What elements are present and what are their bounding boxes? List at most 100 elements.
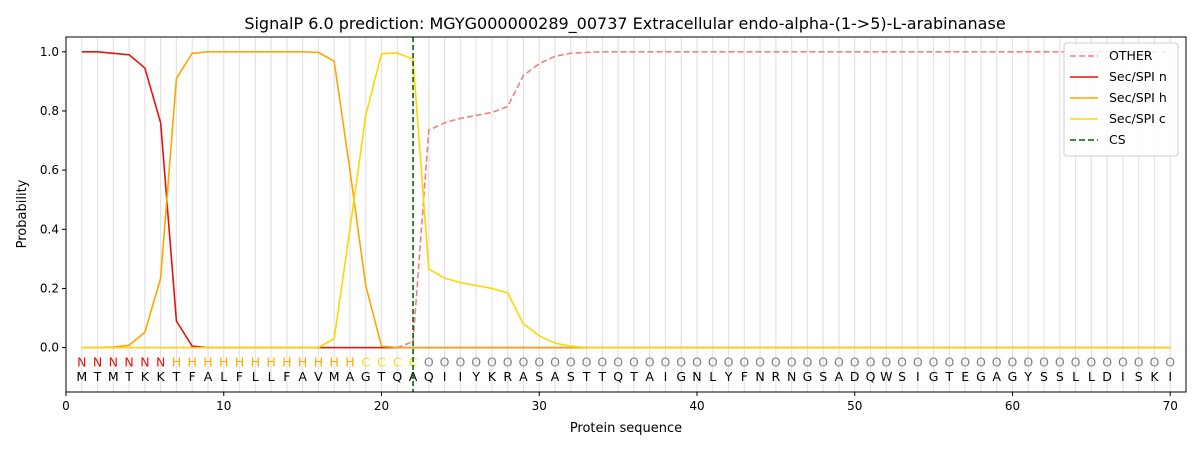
region-label: O [424,354,434,369]
residue-letter: A [551,369,560,384]
region-label: O [818,354,828,369]
residue-letter: A [298,369,307,384]
x-tick-label: 60 [1005,399,1020,413]
region-label: O [455,354,465,369]
x-tick-label: 0 [62,399,70,413]
region-label: H [187,354,196,369]
residue-letter: F [236,369,243,384]
residue-letter: K [157,369,166,384]
residue-letter: L [709,369,716,384]
region-label: H [298,354,307,369]
region-label: C [377,354,386,369]
axes-frame [65,36,1187,393]
series-line-other [81,50,1171,349]
residue-letter: G [976,369,986,384]
residue-letter: Q [613,369,623,384]
series-line-sec-spi-h [81,50,1171,349]
region-label: O [787,354,797,369]
region-label: O [487,354,497,369]
residue-letter: K [141,369,150,384]
residue-letter: I [459,369,463,384]
region-label: H [345,354,354,369]
residue-letter: S [819,369,827,384]
residue-letter: I [1121,369,1125,384]
residue-letter: L [1072,369,1079,384]
residue-letter: V [314,369,323,384]
region-label: O [440,354,450,369]
residue-letter: N [755,369,764,384]
residue-letter: G [1008,369,1018,384]
region-label: O [582,354,592,369]
plot-area: MTMTKKTFALFLLFAVMAGTQAQIIYKRASASTTQTAIGN… [76,37,1175,392]
legend-label: Sec/SPI n [1109,69,1167,84]
y-tick-label: 0.4 [40,222,59,236]
residue-letter: A [204,369,213,384]
residue-letter: F [741,369,748,384]
residue-letter: I [1168,369,1172,384]
residue-letter: L [252,369,259,384]
residue-letter: A [645,369,654,384]
region-label: O [976,354,986,369]
y-tick-label: 0.8 [40,104,59,118]
series-line-sec-spi-c [81,52,1171,349]
region-label: H [282,354,291,369]
region-label: N [140,354,149,369]
residue-letter: G [803,369,813,384]
region-label: H [329,354,338,369]
residue-letter: N [787,369,796,384]
residue-letter: D [1102,369,1112,384]
x-tick-label: 40 [689,399,704,413]
region-label: O [676,354,686,369]
residue-letter: Y [1023,369,1032,384]
y-tick-label: 0.2 [40,281,59,295]
y-tick-label: 0.6 [40,163,59,177]
legend-label: Sec/SPI c [1109,111,1166,126]
region-label: O [897,354,907,369]
residue-letter: G [929,369,939,384]
residue-letter: I [664,369,668,384]
residue-letter: Q [866,369,876,384]
residue-letter: A [992,369,1001,384]
region-label: O [881,354,891,369]
residue-letter: R [772,369,781,384]
residue-letter: G [676,369,686,384]
region-label: H [314,354,323,369]
region-label: O [1118,354,1128,369]
region-label: O [708,354,718,369]
region-label: H [266,354,275,369]
residue-letter: E [961,369,969,384]
x-tick-label: 50 [847,399,862,413]
region-label: O [992,354,1002,369]
series-line-sec-spi-n [81,50,1171,349]
region-label: O [944,354,954,369]
residue-letter: T [124,369,133,384]
region-label: N [77,354,86,369]
region-label: O [1102,354,1112,369]
region-label: N [156,354,165,369]
x-tick-label: 30 [532,399,547,413]
residue-letter: T [93,369,102,384]
residue-letter: S [898,369,906,384]
legend-box [1063,42,1179,157]
residue-letter: S [1056,369,1064,384]
region-label: O [850,354,860,369]
residue-letter: T [377,369,386,384]
chart-title: SignalP 6.0 prediction: MGYG000000289_00… [244,14,1005,34]
legend-label: OTHER [1109,48,1153,63]
region-label: N [93,354,102,369]
residue-letter: T [629,369,638,384]
residue-letter: F [283,369,290,384]
residue-letter: W [880,369,892,384]
region-label: N [124,354,133,369]
residue-letter: A [346,369,355,384]
y-tick-label: 1.0 [40,45,59,59]
residue-letter: K [488,369,497,384]
residue-letter: D [850,369,860,384]
residue-letter: K [1150,369,1159,384]
region-label: O [550,354,560,369]
region-label: O [929,354,939,369]
region-label: O [1008,354,1018,369]
region-label: O [802,354,812,369]
y-tick-label: 0.0 [40,341,59,355]
